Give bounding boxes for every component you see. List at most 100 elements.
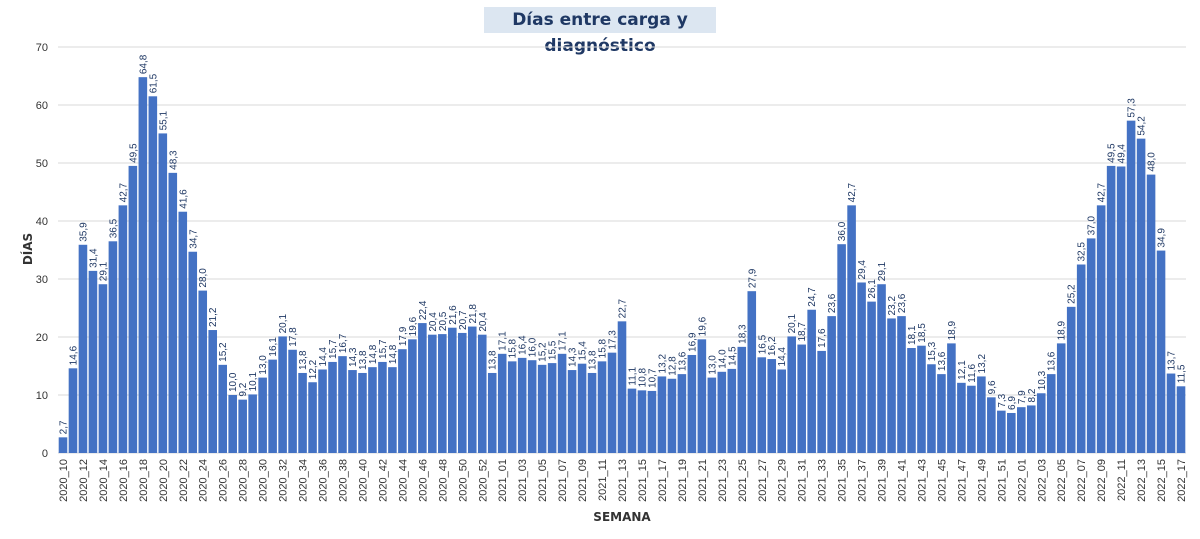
bar [358, 372, 367, 453]
y-tick-label: 50 [36, 158, 48, 170]
data-label: 15,3 [927, 341, 938, 361]
x-tick-label: 2020_10 [58, 459, 70, 502]
bar [228, 395, 237, 453]
x-tick-label: 2020_46 [417, 459, 429, 502]
x-tick-label: 2020_16 [118, 459, 130, 502]
y-tick-label: 0 [42, 448, 48, 460]
x-tick-label: 2021_33 [817, 459, 829, 502]
x-tick-label: 2020_36 [318, 459, 330, 502]
bar [777, 369, 786, 453]
data-label: 16,1 [268, 337, 279, 357]
data-label: 10,3 [1037, 370, 1048, 390]
x-tick-label: 2021_49 [976, 459, 988, 502]
y-tick-label: 70 [36, 42, 48, 54]
data-label: 13,7 [1167, 351, 1178, 371]
bar [138, 77, 148, 453]
data-label: 13,2 [977, 354, 988, 374]
data-label: 34,9 [1157, 228, 1168, 248]
data-label: 20,7 [458, 310, 469, 330]
bar [977, 376, 986, 453]
bar [537, 364, 547, 453]
bar [657, 376, 667, 453]
bar [877, 284, 886, 453]
bar [1086, 238, 1096, 453]
bar [677, 374, 687, 453]
bar [457, 332, 467, 453]
bar [428, 334, 437, 453]
x-tick-label: 2021_23 [717, 459, 729, 502]
data-label: 20,5 [438, 311, 449, 331]
x-tick-label: 2021_05 [537, 459, 549, 502]
bar [188, 251, 198, 453]
bar [627, 388, 637, 453]
data-label: 17,1 [498, 331, 509, 351]
bar [707, 377, 717, 453]
bar [1046, 374, 1056, 453]
data-label: 49,5 [128, 143, 139, 163]
x-tick-label: 2020_52 [477, 459, 489, 502]
bar [957, 382, 966, 453]
data-label: 2,7 [58, 420, 69, 434]
chart-title: Días entre carga y diagnóstico [484, 7, 716, 56]
bar [747, 291, 757, 453]
data-label: 16,9 [687, 332, 698, 352]
bar [308, 382, 317, 453]
data-label: 21,6 [448, 305, 459, 325]
bar [298, 372, 307, 453]
x-tick-label: 2020_18 [138, 459, 150, 502]
x-tick-label: 2020_20 [158, 459, 170, 502]
bar [238, 399, 247, 453]
bar [947, 343, 956, 453]
data-label: 35,9 [78, 222, 89, 242]
data-label: 10,1 [248, 372, 259, 392]
bar [378, 361, 387, 453]
y-tick-label: 60 [36, 100, 48, 112]
bar [567, 370, 577, 453]
bar [168, 172, 178, 454]
data-label: 37,0 [1087, 215, 1098, 235]
data-label: 19,6 [408, 316, 419, 336]
bar [318, 369, 327, 453]
x-tick-label: 2020_32 [278, 459, 290, 502]
data-label: 23,2 [887, 296, 898, 316]
data-label: 14,4 [318, 347, 329, 367]
bar [737, 346, 747, 453]
data-label: 18,9 [1057, 320, 1068, 340]
bar [887, 318, 896, 453]
data-label: 15,4 [578, 341, 589, 361]
bar [667, 378, 677, 453]
data-label: 15,7 [328, 339, 339, 359]
bar [1126, 120, 1136, 453]
x-tick-label: 2021_29 [777, 459, 789, 502]
x-tick-label: 2020_48 [437, 459, 449, 502]
data-label: 49,4 [1117, 144, 1128, 164]
bar [797, 344, 806, 453]
bar [1007, 412, 1016, 453]
bar [158, 133, 168, 454]
bar [807, 309, 816, 453]
data-label: 14,8 [388, 344, 399, 364]
data-label: 10,0 [228, 372, 239, 392]
data-label: 13,8 [488, 350, 499, 370]
bar [647, 390, 657, 453]
x-tick-label: 2020_14 [98, 459, 110, 502]
data-label: 20,4 [428, 312, 439, 332]
bar [617, 321, 627, 453]
x-tick-label: 2021_35 [837, 459, 849, 502]
data-label: 7,9 [1017, 390, 1028, 404]
data-label: 14,3 [568, 347, 579, 367]
data-label: 11,6 [967, 364, 978, 383]
data-label: 31,4 [88, 248, 99, 268]
x-tick-label: 2020_44 [397, 459, 409, 502]
data-label: 61,5 [148, 73, 159, 93]
data-label: 18,5 [917, 323, 928, 343]
bar [1096, 205, 1106, 453]
bar [258, 377, 267, 453]
y-axis-title: DÍAS [20, 233, 35, 265]
data-label: 14,6 [68, 345, 79, 365]
x-tick-label: 2022_07 [1076, 459, 1088, 502]
data-label: 54,2 [1137, 116, 1148, 136]
bar [98, 284, 108, 453]
x-tick-label: 2022_05 [1056, 459, 1068, 502]
